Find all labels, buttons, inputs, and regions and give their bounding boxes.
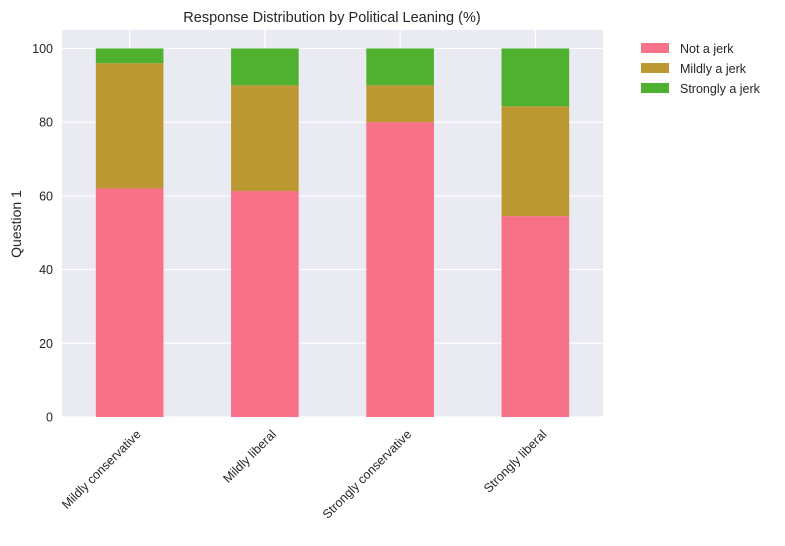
y-tick-label: 20 bbox=[39, 337, 53, 351]
y-tick-label: 0 bbox=[46, 411, 53, 425]
bar-segment-2-category-4 bbox=[501, 106, 570, 217]
legend: Not a jerk Mildly a jerk Strongly a jerk bbox=[641, 42, 761, 96]
y-tick-label: 60 bbox=[39, 189, 53, 203]
bar-segment-2-category-2 bbox=[231, 85, 299, 192]
bars bbox=[95, 48, 570, 418]
y-tick-label: 40 bbox=[39, 263, 53, 277]
bar-segment-1-category-2 bbox=[231, 191, 299, 417]
bar-segment-1-category-1 bbox=[95, 188, 164, 417]
legend-label: Mildly a jerk bbox=[680, 62, 747, 76]
bar-segment-3-category-2 bbox=[231, 48, 299, 86]
bar-segment-3-category-3 bbox=[366, 48, 434, 86]
legend-label: Not a jerk bbox=[680, 42, 734, 56]
bar-segment-1-category-4 bbox=[501, 216, 570, 417]
bar-segment-3-category-1 bbox=[95, 48, 164, 64]
bar-segment-1-category-3 bbox=[366, 122, 434, 418]
x-tick-label: Strongly conservative bbox=[320, 427, 414, 521]
legend-label: Strongly a jerk bbox=[680, 82, 761, 96]
x-tick-label: Mildly conservative bbox=[59, 427, 144, 512]
chart-title: Response Distribution by Political Leani… bbox=[183, 10, 480, 26]
y-tick-label: 80 bbox=[39, 116, 53, 130]
y-axis-ticks: 0 20 40 60 80 100 bbox=[32, 42, 53, 425]
legend-swatch bbox=[641, 83, 669, 93]
y-axis-label: Question 1 bbox=[8, 190, 24, 258]
legend-swatch bbox=[641, 43, 669, 53]
x-tick-label: Mildly liberal bbox=[220, 427, 279, 486]
x-tick-label: Strongly liberal bbox=[481, 427, 549, 495]
bar-segment-2-category-3 bbox=[366, 85, 434, 123]
bar-segment-3-category-4 bbox=[501, 48, 570, 107]
x-axis-ticks: Mildly conservative Mildly liberal Strongl… bbox=[59, 427, 549, 521]
legend-swatch bbox=[641, 63, 669, 73]
y-tick-label: 100 bbox=[32, 42, 53, 56]
bar-segment-2-category-1 bbox=[95, 63, 164, 189]
